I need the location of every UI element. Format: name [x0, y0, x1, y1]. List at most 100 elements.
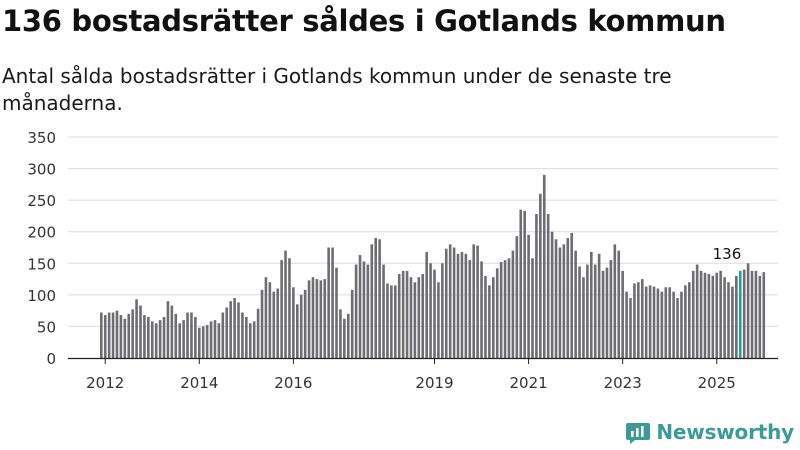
bar — [688, 282, 691, 358]
bar — [209, 321, 213, 358]
bar — [315, 279, 319, 358]
bar — [586, 264, 589, 358]
bar — [252, 321, 256, 358]
chart-title: 136 bostadsrätter såldes i Gotlands komm… — [2, 4, 726, 38]
bar — [672, 291, 675, 358]
bar — [480, 261, 483, 358]
bar — [201, 326, 205, 358]
bar — [198, 327, 201, 358]
bar — [354, 264, 358, 358]
bar — [241, 312, 244, 358]
bar — [539, 193, 542, 358]
bar — [421, 274, 425, 358]
bar — [519, 209, 523, 358]
brand: Newsworthy — [626, 420, 794, 444]
bar — [542, 174, 546, 358]
bar — [394, 285, 397, 358]
bar — [390, 285, 393, 358]
bar — [731, 286, 734, 358]
bar — [550, 231, 554, 358]
bar — [150, 321, 154, 358]
bar — [217, 323, 221, 358]
bar — [111, 312, 115, 358]
bar — [343, 318, 346, 358]
bar — [456, 253, 460, 358]
bar — [750, 270, 754, 358]
bar — [221, 312, 225, 358]
bar — [260, 289, 264, 358]
bar — [637, 282, 640, 358]
bar — [115, 310, 119, 358]
bar — [245, 316, 248, 358]
bar — [256, 308, 260, 358]
bar — [574, 250, 577, 358]
bar — [237, 302, 240, 358]
bar — [546, 214, 550, 358]
bar — [578, 266, 581, 358]
bar — [652, 286, 656, 358]
bar — [656, 288, 660, 358]
newsworthy-logo-icon — [626, 423, 651, 444]
chart-subtitle: Antal sålda bostadsrätter i Gotlands kom… — [2, 64, 672, 115]
bar — [272, 291, 276, 358]
bar — [178, 323, 181, 358]
bar — [644, 286, 648, 358]
bar — [139, 305, 142, 358]
y-tick-label: 50 — [37, 318, 56, 336]
bar — [311, 277, 315, 358]
bar — [276, 288, 279, 358]
bar — [441, 263, 444, 358]
bar — [664, 287, 668, 358]
bar — [444, 248, 448, 358]
bar — [319, 280, 323, 358]
bar — [154, 323, 158, 358]
bar — [531, 258, 534, 358]
bar — [100, 312, 103, 358]
x-tick-label: 2016 — [274, 374, 312, 392]
bar — [143, 315, 146, 358]
bar — [593, 264, 597, 358]
x-tick-label: 2019 — [415, 374, 453, 392]
bar — [597, 253, 601, 358]
bar — [472, 244, 475, 358]
bar — [707, 274, 711, 358]
bar — [468, 260, 472, 358]
y-tick-label: 100 — [27, 287, 56, 305]
bar — [264, 277, 268, 358]
bar — [303, 289, 307, 358]
bar — [735, 275, 738, 358]
bar — [233, 298, 236, 358]
bar — [425, 251, 428, 358]
bar — [691, 270, 695, 358]
y-tick-label: 150 — [27, 255, 56, 273]
bar — [174, 313, 178, 358]
bar — [484, 275, 487, 358]
bar — [452, 247, 456, 358]
bar — [719, 270, 722, 358]
bar — [323, 279, 327, 358]
bar — [715, 272, 719, 358]
bar — [382, 264, 385, 358]
bar — [601, 270, 605, 358]
bar — [668, 287, 671, 358]
bar — [515, 236, 519, 358]
bar — [527, 234, 530, 358]
bar — [758, 275, 762, 358]
bar — [362, 261, 366, 358]
bar — [476, 245, 479, 358]
x-tick-label: 2012 — [86, 374, 124, 392]
bar — [296, 304, 299, 358]
bar — [703, 272, 707, 358]
x-tick-label: 2021 — [509, 374, 547, 392]
bar — [292, 287, 295, 358]
bar — [268, 282, 272, 358]
bar — [640, 279, 644, 358]
bar — [437, 282, 440, 358]
bar — [448, 244, 452, 358]
bar — [617, 250, 621, 358]
bar — [335, 267, 338, 358]
bar — [327, 247, 330, 358]
bar — [727, 282, 730, 358]
bar — [562, 244, 566, 358]
bar — [554, 239, 558, 358]
